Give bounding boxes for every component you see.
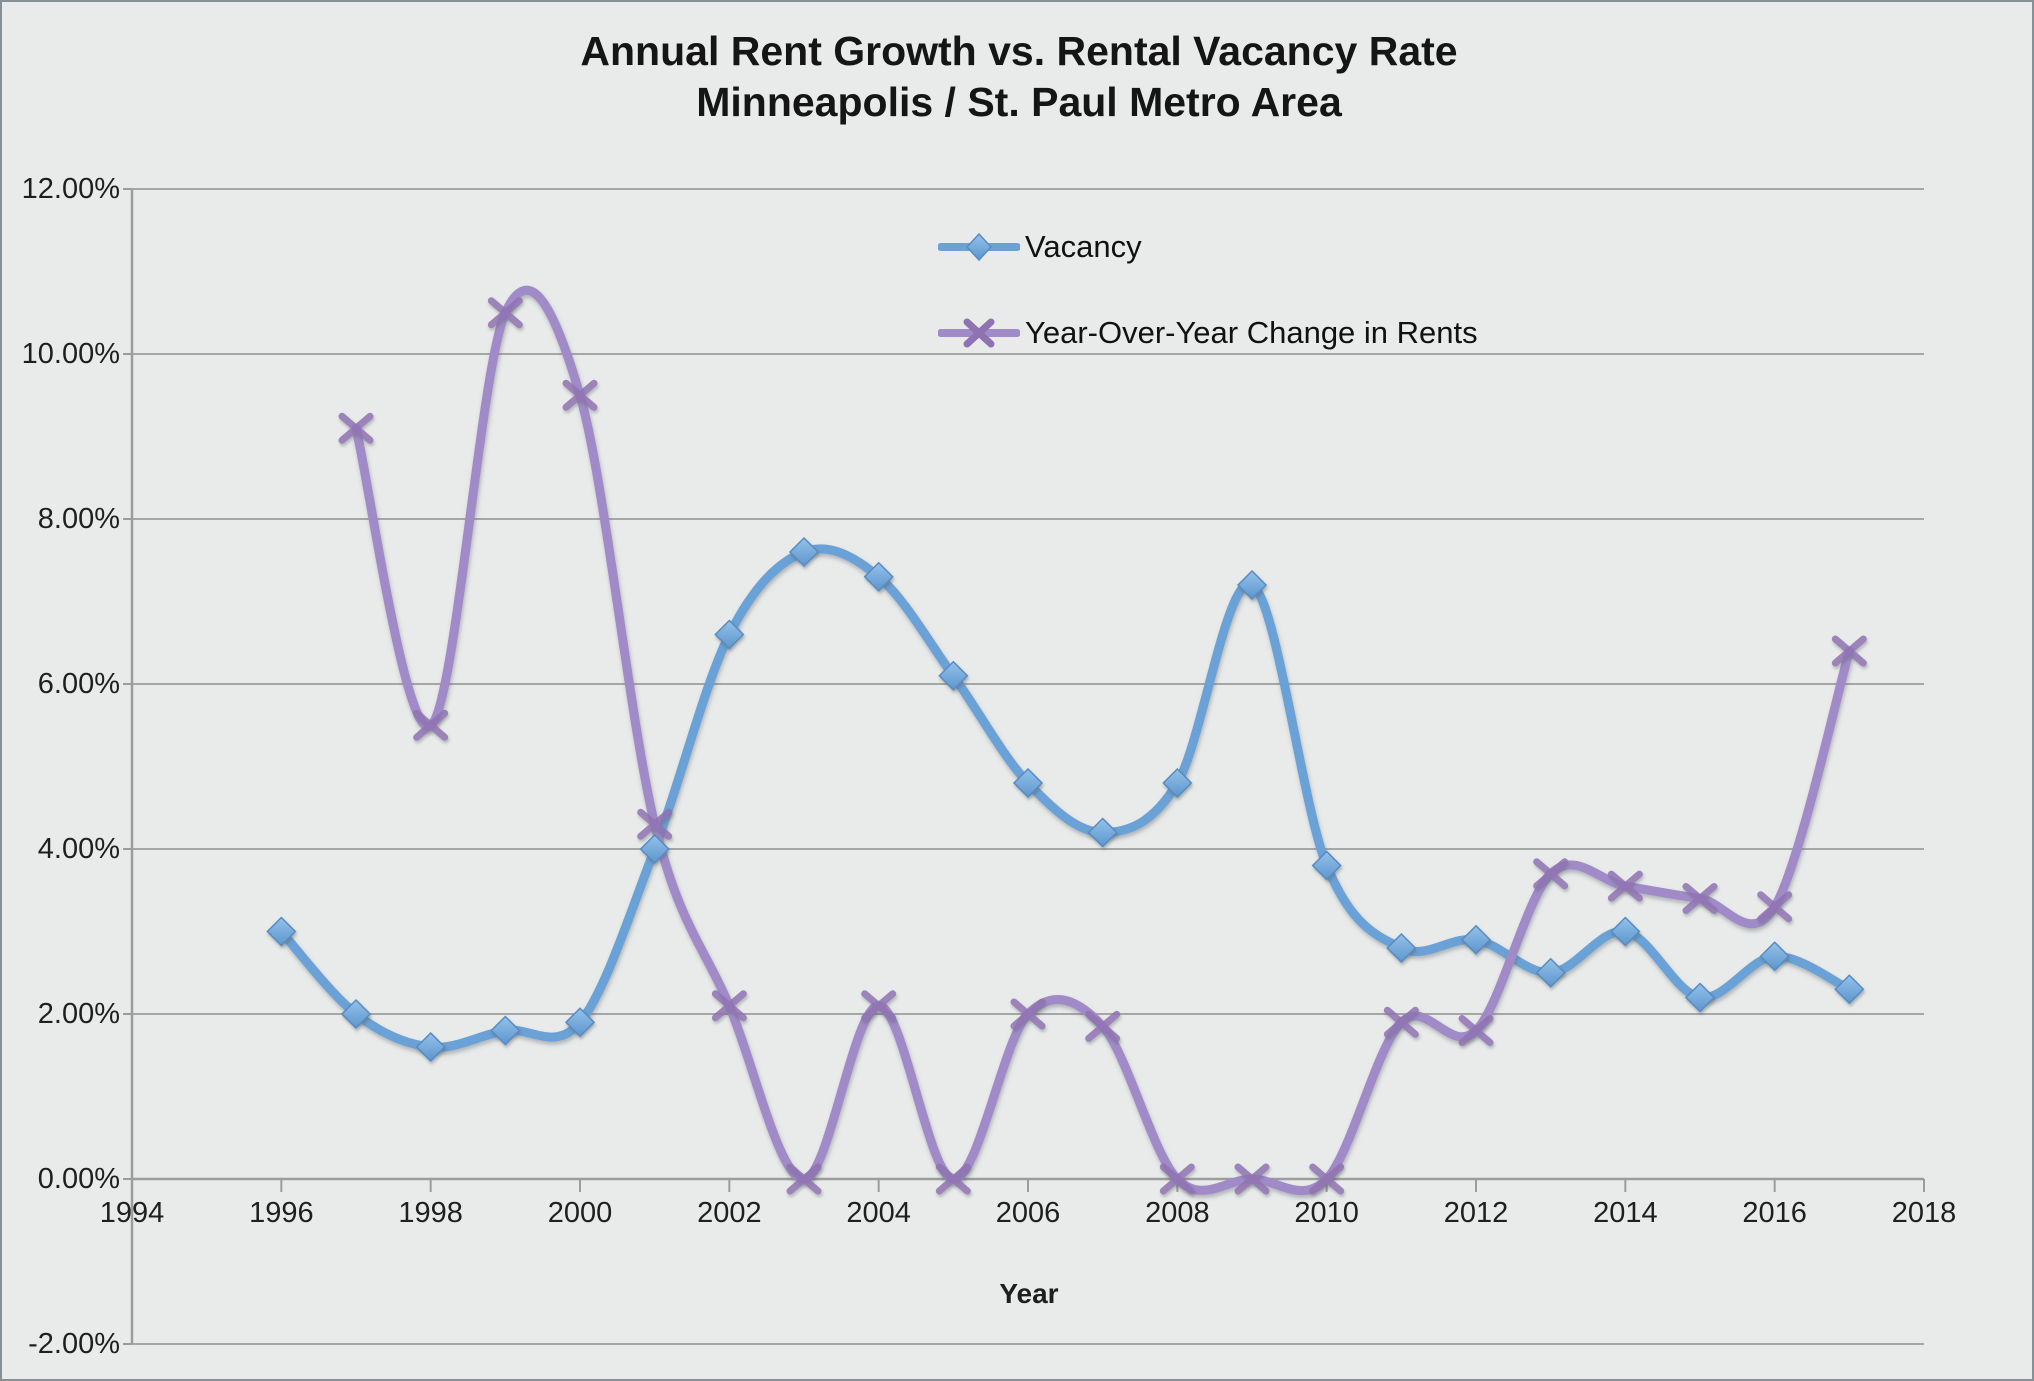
marker-x-rents-2015 (1682, 883, 1718, 914)
chart-title-line1: Annual Rent Growth vs. Rental Vacancy Ra… (580, 28, 1458, 74)
marker-diamond-vacancy-2008 (1162, 767, 1193, 799)
legend-label-vacancy: Vacancy (1025, 229, 1142, 264)
marker-diamond-vacancy-2017 (1834, 974, 1865, 1005)
marker-diamond-vacancy-2006 (1012, 767, 1044, 799)
marker-diamond-vacancy-2016 (1759, 941, 1790, 972)
legend-label-rents: Year-Over-Year Change in Rents (1025, 315, 1478, 350)
y-axis-tick-label: 0.00% (37, 1163, 120, 1195)
marker-x-rents-2012 (1458, 1015, 1494, 1046)
marker-x-rents-2000 (562, 379, 598, 411)
x-axis-tick-label: 2012 (1443, 1197, 1509, 1229)
marker-diamond-vacancy-2011 (1386, 932, 1417, 964)
y-axis-tick-label: 6.00% (37, 668, 120, 700)
marker-x-rents-1998 (413, 709, 449, 741)
y-axis-tick-label: 12.00% (21, 173, 120, 205)
marker-x-rents-2009 (1234, 1163, 1270, 1195)
marker-diamond-vacancy-2007 (1087, 817, 1118, 848)
x-axis-title: Year (999, 1278, 1059, 1309)
marker-x-rents-2010 (1309, 1163, 1345, 1195)
marker-diamond-vacancy-1998 (415, 1031, 446, 1063)
x-axis-tick-label: 2004 (846, 1197, 911, 1229)
marker-x-rents-2013 (1533, 858, 1569, 890)
x-axis-tick-label: 2018 (1891, 1197, 1957, 1229)
y-axis-tick-label: -2.00% (28, 1328, 120, 1360)
marker-diamond-vacancy-2000 (564, 1007, 596, 1038)
marker-x-rents-2016 (1757, 891, 1793, 923)
marker-diamond-vacancy-2015 (1684, 982, 1716, 1013)
x-axis-tick-label: 1996 (249, 1197, 314, 1229)
marker-x-rents-2006 (1010, 998, 1046, 1030)
marker-diamond-vacancy-1997 (340, 998, 372, 1030)
legend-item-vacancy: Vacancy (938, 227, 1142, 267)
marker-diamond-vacancy-2003 (788, 536, 820, 568)
series-line-rents (351, 285, 1854, 1196)
x-axis-tick-label: 1994 (99, 1197, 165, 1229)
x-axis-tick-label: 2000 (547, 1197, 613, 1229)
x-axis-tick-label: 1998 (398, 1197, 463, 1229)
marker-x-rents-2002 (711, 990, 747, 1022)
chart-title: Annual Rent Growth vs. Rental Vacancy Ra… (2, 26, 2032, 128)
series-line-vacancy (276, 544, 1854, 1052)
marker-diamond-vacancy-2010 (1311, 850, 1342, 881)
legend-marker-vacancy-icon (938, 232, 1020, 262)
marker-x-rents-2014 (1607, 870, 1643, 902)
y-axis-tick-label: 10.00% (21, 338, 120, 370)
marker-x-rents-1999 (487, 297, 523, 329)
x-axis-tick-label: 2010 (1294, 1197, 1359, 1229)
marker-x-rents-2011 (1383, 1006, 1419, 1038)
marker-x-rents-2005 (935, 1163, 971, 1195)
marker-x-rents-2008 (1159, 1163, 1195, 1195)
marker-x-rents-2003 (786, 1163, 822, 1195)
marker-x-rents-2017 (1831, 635, 1867, 667)
marker-x-rents-2007 (1085, 1010, 1121, 1042)
marker-x-rents-2001 (637, 808, 673, 840)
legend-marker-rents-icon (938, 318, 1020, 348)
marker-diamond-vacancy-2005 (938, 660, 969, 691)
marker-x-rents-1997 (338, 412, 374, 444)
x-axis-tick-label: 2006 (995, 1197, 1061, 1229)
marker-diamond-vacancy-1999 (490, 1015, 521, 1046)
y-axis-tick-label: 2.00% (37, 998, 120, 1030)
marker-diamond-vacancy-2009 (1236, 569, 1268, 601)
marker-diamond-vacancy-2004 (863, 561, 894, 592)
x-axis-tick-label: 2002 (697, 1197, 762, 1229)
marker-diamond-vacancy-1996 (266, 916, 297, 947)
legend-item-rents: Year-Over-Year Change in Rents (938, 313, 1478, 353)
y-axis-tick-label: 8.00% (37, 503, 120, 535)
marker-diamond-vacancy-2013 (1535, 957, 1566, 988)
y-axis-tick-label: 4.00% (37, 833, 120, 865)
x-axis-tick-label: 2014 (1593, 1197, 1658, 1229)
marker-diamond-vacancy-2014 (1610, 916, 1641, 947)
marker-diamond-vacancy-2012 (1460, 924, 1492, 955)
marker-diamond-vacancy-2001 (639, 833, 670, 865)
x-axis-tick-label: 2016 (1742, 1197, 1807, 1229)
marker-diamond-vacancy-2002 (714, 619, 745, 650)
x-axis-tick-label: 2008 (1145, 1197, 1210, 1229)
chart-title-line2: Minneapolis / St. Paul Metro Area (696, 79, 1342, 125)
marker-x-rents-2004 (861, 990, 897, 1022)
